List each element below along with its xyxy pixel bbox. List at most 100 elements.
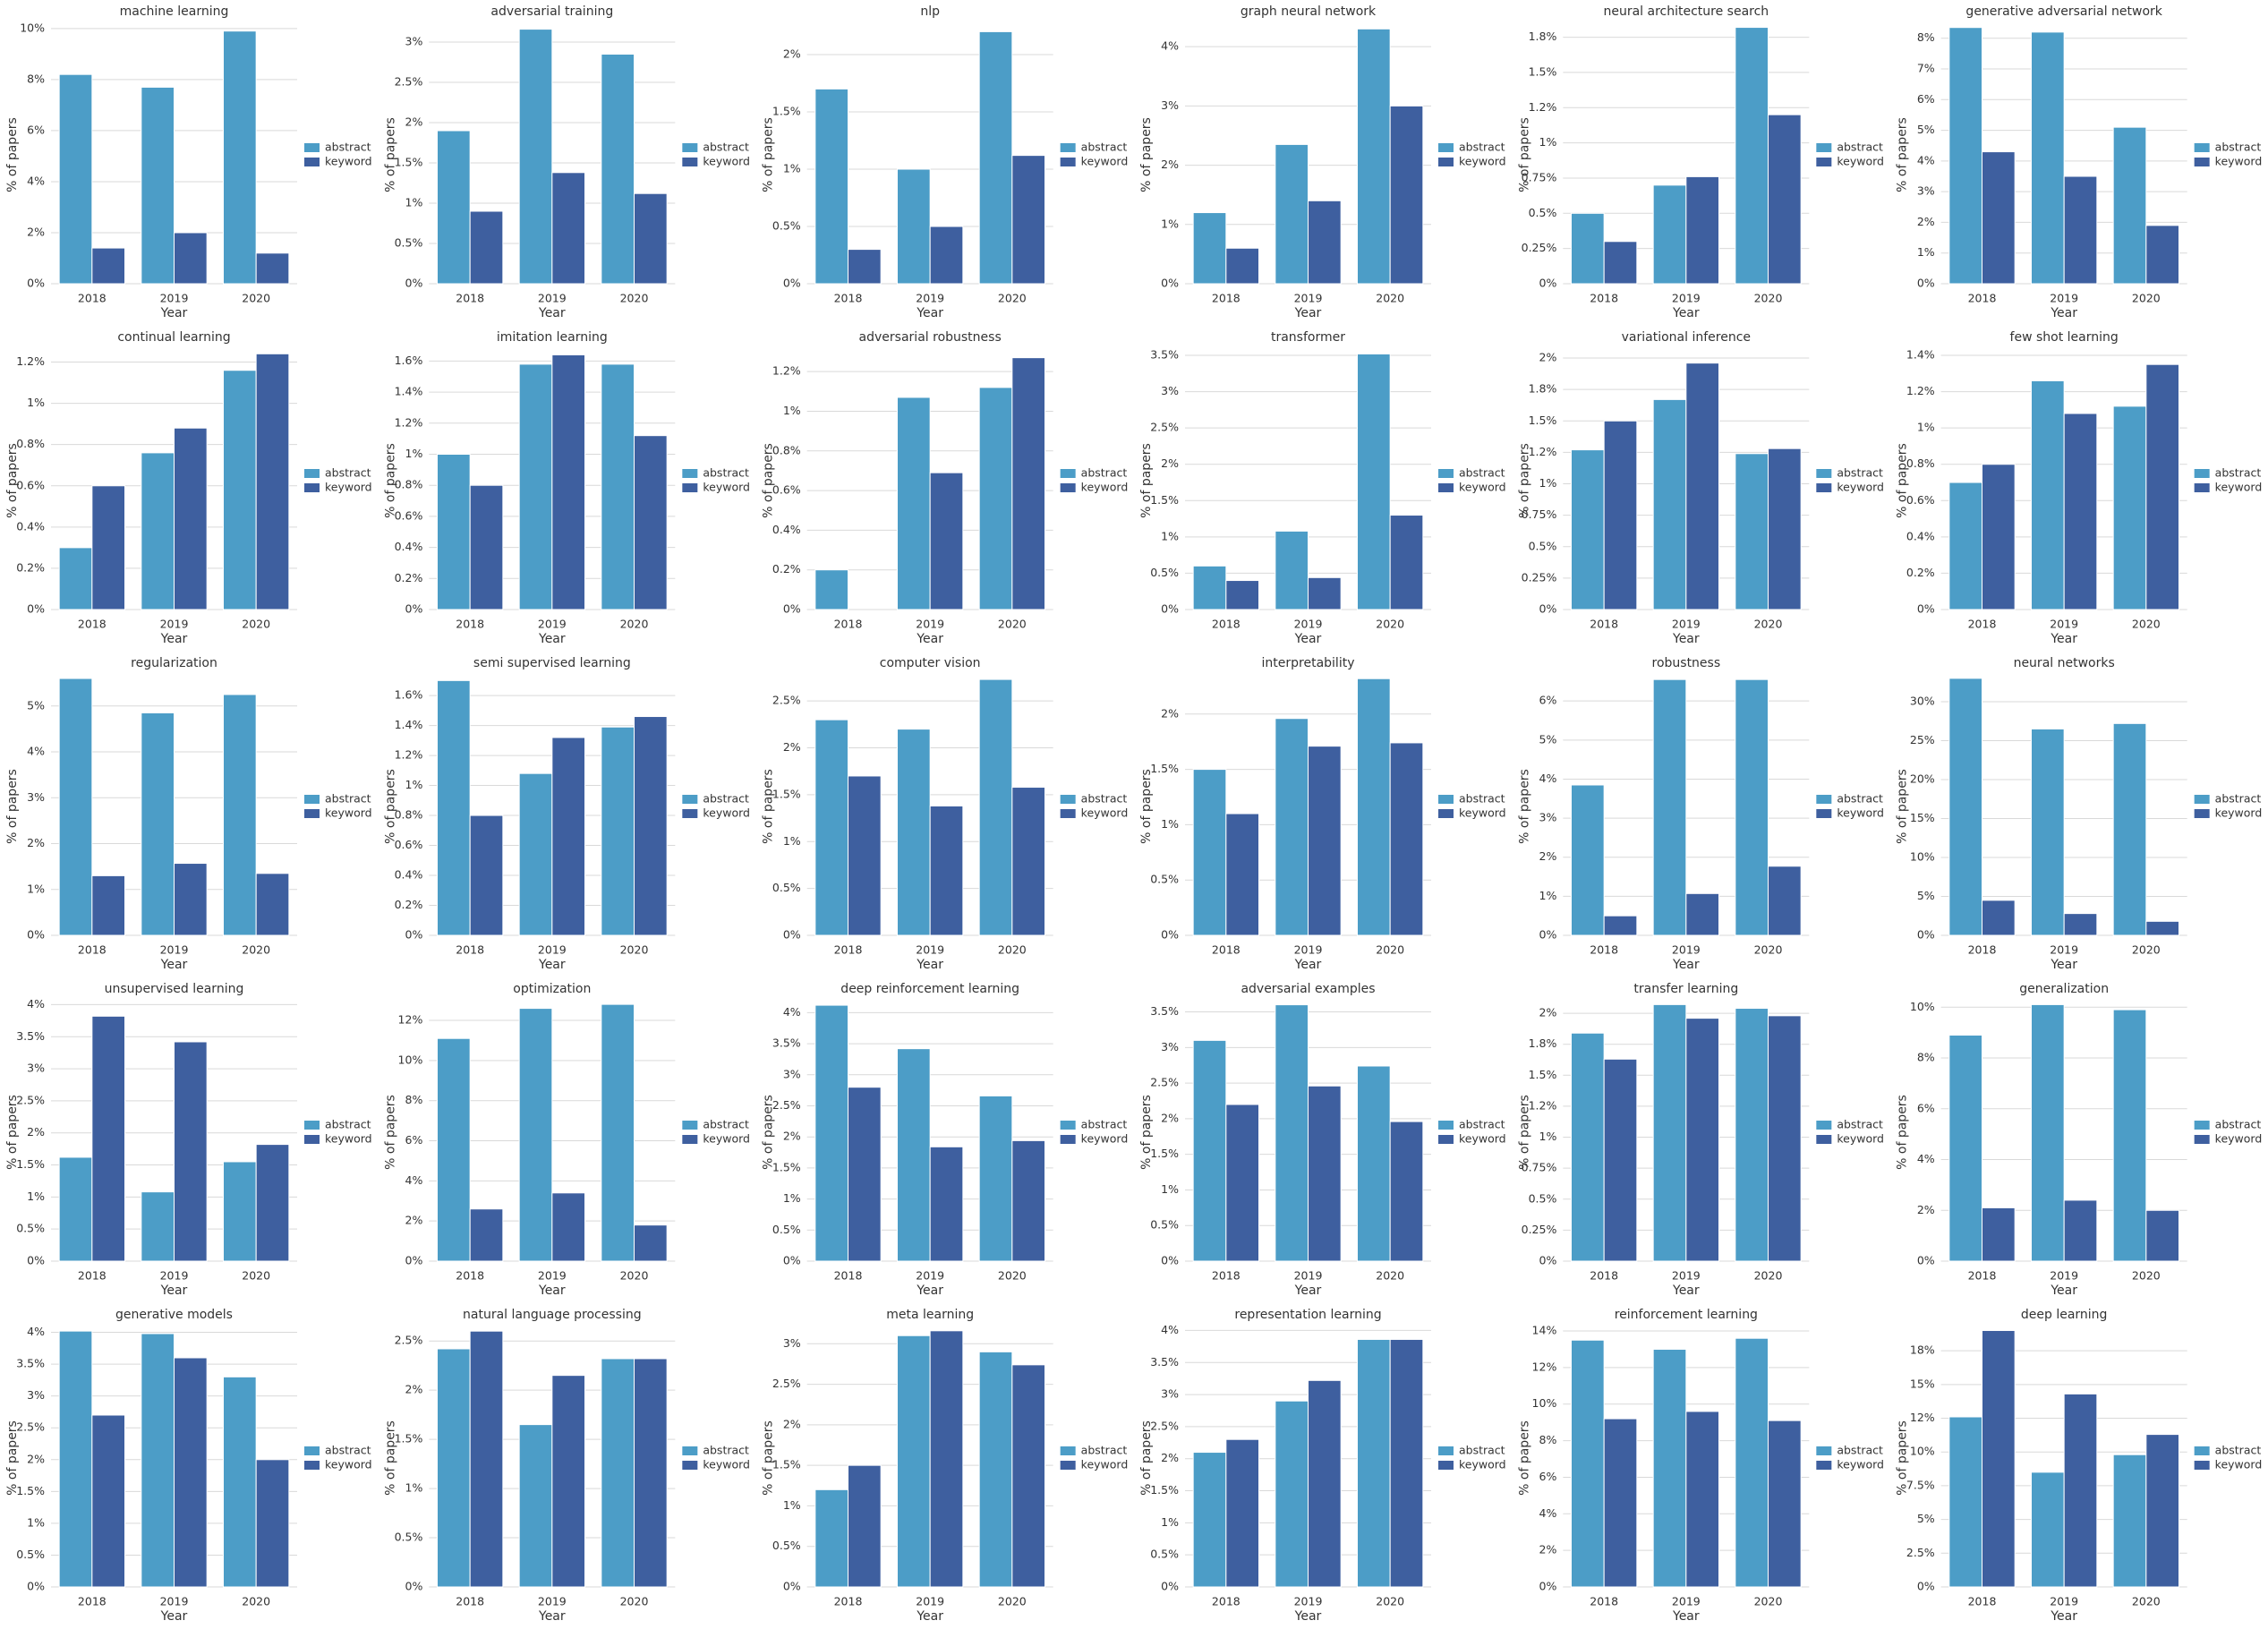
bar xyxy=(897,168,931,285)
x-tick-label: 2019 xyxy=(2050,943,2078,957)
y-tick-label: 3% xyxy=(1917,184,1935,198)
bar xyxy=(1948,482,1983,610)
chart-title: transformer xyxy=(1271,330,1345,345)
legend-swatch xyxy=(1816,1135,1832,1144)
subplot: 0% 2% 4% 6% 8% 10% 12% 14% 2018 2019 2020 reinforce… xyxy=(1517,1308,1884,1624)
legend-label: abstract xyxy=(1081,792,1128,806)
y-tick-label: 1.2% xyxy=(1529,445,1557,458)
bar xyxy=(437,679,471,936)
bar xyxy=(2063,913,2098,936)
y-axis-label: % of papers xyxy=(383,1095,397,1170)
y-tick-label: 0% xyxy=(1161,277,1179,290)
legend-label: keyword xyxy=(1459,155,1506,168)
bar xyxy=(2145,363,2180,610)
bar xyxy=(2063,1199,2098,1262)
y-tick-label: 1% xyxy=(1539,889,1556,902)
bar xyxy=(437,130,471,285)
y-axis-label: % of papers xyxy=(383,443,397,518)
legend-swatch xyxy=(1438,469,1454,478)
x-axis-label: Year xyxy=(538,958,566,972)
bar xyxy=(1192,769,1227,936)
bar xyxy=(1192,565,1227,610)
y-tick-label: 1% xyxy=(783,404,801,417)
y-tick-label: 1.5% xyxy=(395,156,423,169)
subplot: 0% 0.5% 1% 1.5% 2% 2.5% 2018 2019 2020 natural la… xyxy=(383,1308,750,1624)
bar xyxy=(551,1375,586,1588)
bar xyxy=(223,694,257,936)
legend-swatch xyxy=(1060,1135,1076,1144)
y-tick-label: 0.5% xyxy=(772,881,801,894)
y-tick-label: 1.2% xyxy=(1529,1098,1557,1112)
y-tick-label: 1.4% xyxy=(1906,348,1935,362)
bar xyxy=(1389,1121,1424,1262)
bar xyxy=(1652,1348,1687,1588)
legend-swatch xyxy=(682,1446,698,1455)
y-tick-label: 4% xyxy=(405,1173,422,1187)
y-tick-label: 4% xyxy=(27,174,45,187)
y-tick-label: 1% xyxy=(783,834,801,848)
legend-swatch xyxy=(1060,1121,1076,1130)
x-tick-label: 2020 xyxy=(1376,292,1404,305)
x-tick-label: 2020 xyxy=(242,1269,270,1283)
y-tick-label: 3.5% xyxy=(16,1029,45,1043)
legend-swatch xyxy=(1438,143,1454,152)
x-tick-label: 2018 xyxy=(78,1269,107,1283)
x-tick-label: 2019 xyxy=(160,1595,189,1608)
x-tick-label: 2019 xyxy=(1672,1595,1701,1608)
legend-swatch xyxy=(2194,158,2210,166)
bar xyxy=(2031,728,2065,936)
y-tick-label: 3% xyxy=(1161,1040,1179,1053)
bar xyxy=(897,1335,931,1588)
chart-title: generative models xyxy=(115,1308,233,1322)
x-tick-label: 2019 xyxy=(1294,292,1323,305)
bar xyxy=(141,712,175,936)
y-tick-label: 2% xyxy=(1161,706,1179,720)
y-tick-label: 8% xyxy=(27,72,45,85)
legend-label: abstract xyxy=(1837,466,1883,480)
x-tick-label: 2020 xyxy=(1754,1269,1783,1283)
legend-label: abstract xyxy=(325,141,371,154)
x-tick-label: 2018 xyxy=(1590,1269,1618,1283)
x-tick-label: 2020 xyxy=(620,943,649,957)
legend-label: keyword xyxy=(1081,1458,1129,1471)
y-tick-label: 2.5% xyxy=(1150,1419,1179,1432)
y-axis-label: % of papers xyxy=(5,1420,20,1496)
chart-title: adversarial robustness xyxy=(859,330,1002,345)
y-axis-label: % of papers xyxy=(762,769,776,844)
bar xyxy=(1685,175,1720,285)
y-axis-label: % of papers xyxy=(5,117,20,192)
bar xyxy=(978,30,1013,285)
bar xyxy=(1357,1065,1391,1262)
y-tick-label: 6% xyxy=(1539,694,1556,707)
y-axis-label: % of papers xyxy=(762,1420,776,1496)
x-tick-label: 2020 xyxy=(1376,1269,1404,1283)
bar xyxy=(551,172,586,285)
x-axis-label: Year xyxy=(1294,1284,1322,1298)
bar xyxy=(255,873,290,936)
bar xyxy=(1192,1039,1227,1262)
y-tick-label: 1% xyxy=(783,1498,801,1512)
y-tick-label: 1.5% xyxy=(1150,762,1179,775)
bar xyxy=(1982,464,2016,610)
legend-label: keyword xyxy=(325,1132,372,1146)
y-tick-label: 12% xyxy=(1910,1411,1935,1424)
x-tick-label: 2019 xyxy=(1672,1269,1701,1283)
bar xyxy=(634,435,668,610)
bar xyxy=(437,1037,471,1262)
y-tick-label: 2% xyxy=(27,1452,45,1465)
legend-label: abstract xyxy=(1081,1118,1128,1131)
y-tick-label: 2% xyxy=(27,1125,45,1139)
bar xyxy=(897,1048,931,1262)
chart-title: representation learning xyxy=(1234,1308,1381,1322)
y-tick-label: 1% xyxy=(783,1191,801,1205)
bar xyxy=(1571,1032,1605,1262)
y-tick-label: 5% xyxy=(1917,123,1935,136)
y-axis-label: % of papers xyxy=(1517,1095,1531,1170)
bar xyxy=(223,1376,257,1588)
y-tick-label: 2% xyxy=(783,1417,801,1430)
bar xyxy=(1685,362,1720,610)
y-tick-label: 1.5% xyxy=(1529,414,1557,427)
legend-swatch xyxy=(2194,1446,2210,1455)
subplot: 0% 2.5% 5% 7.5% 10% 12% 15% 18% 2018 2019 2020 deep… xyxy=(1896,1308,2263,1624)
bar xyxy=(634,716,668,936)
